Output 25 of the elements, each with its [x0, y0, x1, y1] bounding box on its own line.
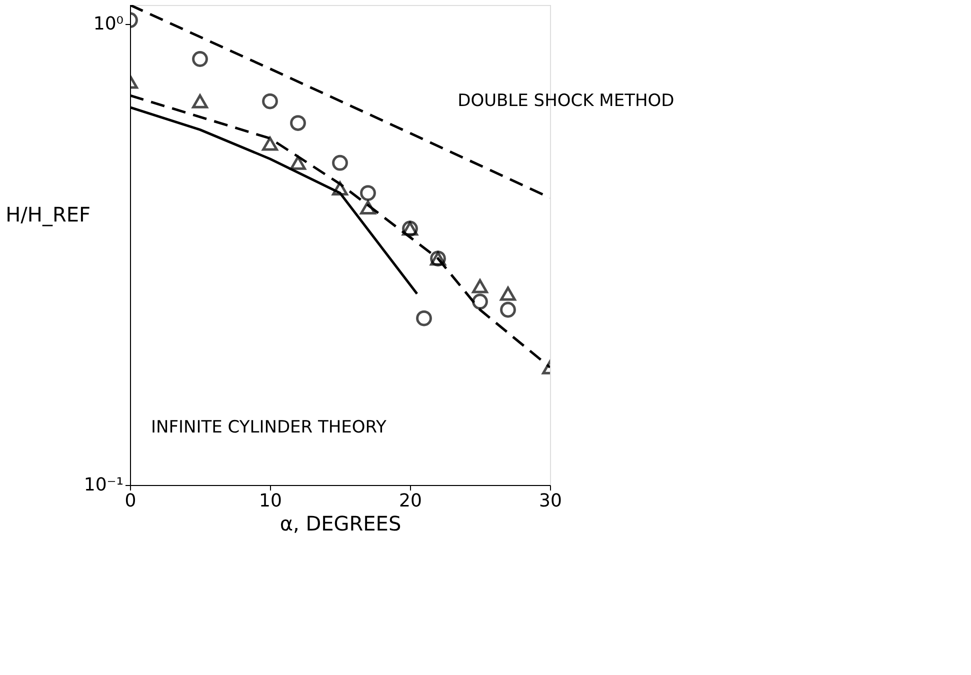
point [332, 154, 348, 171]
x-tick-label: 20 [399, 490, 422, 512]
x-tick-label: 30 [539, 490, 562, 512]
annotation: DOUBLE SHOCK METHOD [458, 91, 674, 111]
x-tick-label: 10 [259, 490, 282, 512]
point [262, 93, 278, 110]
x-tick-label: 0 [124, 490, 136, 512]
point [360, 185, 376, 201]
y-tick-label: 10⁰ [93, 14, 124, 35]
point [472, 294, 488, 310]
point [360, 200, 376, 215]
y-tick-label: 10⁻¹ [84, 474, 124, 496]
point [500, 302, 516, 318]
point [192, 94, 208, 108]
point [290, 156, 306, 170]
y-axis-title: H/H_REF [6, 202, 90, 226]
point [472, 279, 488, 294]
point [262, 136, 278, 151]
point [500, 286, 516, 301]
annotation: INFINITE CYLINDER THEORY [151, 417, 387, 438]
point [290, 115, 306, 131]
point [332, 181, 348, 196]
point [192, 51, 208, 67]
point [416, 310, 432, 326]
x-axis-title: α, DEGREES [280, 512, 402, 536]
